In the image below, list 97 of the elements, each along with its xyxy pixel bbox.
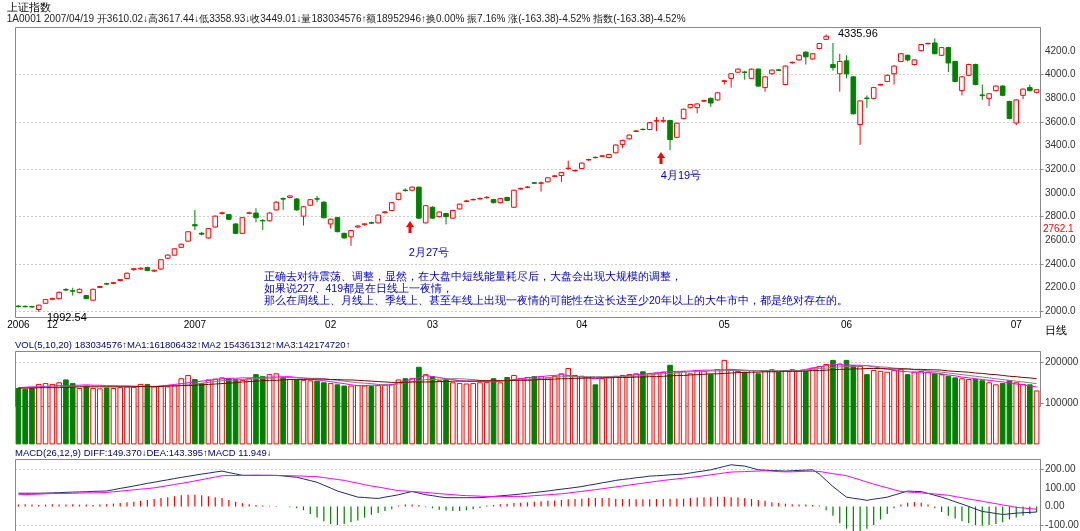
y-tick-label: 200000 — [1045, 356, 1079, 368]
bar — [775, 372, 782, 445]
y-tick-label: 2800.0 — [1045, 210, 1077, 222]
candlestick — [348, 229, 354, 247]
candlestick — [830, 42, 836, 72]
bar — [436, 380, 443, 445]
candlestick — [843, 54, 850, 79]
y-tick-label: 3200.0 — [1045, 163, 1077, 175]
bar — [327, 383, 334, 445]
candlestick — [1013, 98, 1020, 126]
candlestick — [891, 64, 897, 86]
bar — [803, 370, 809, 445]
bar — [497, 382, 504, 445]
candlestick — [857, 100, 863, 146]
x-tick-label: 03 — [426, 318, 439, 330]
bar — [1027, 384, 1033, 445]
y-tick-label: 100000 — [1045, 397, 1079, 409]
bar — [402, 378, 409, 445]
bar — [938, 374, 945, 445]
annotation: 如果说227、419都是在日线上一夜情， — [264, 282, 454, 294]
y-tick-label: 4200.0 — [1045, 44, 1077, 56]
bar — [707, 374, 714, 445]
bar — [667, 364, 673, 445]
candlestick — [422, 204, 429, 224]
candlestick — [755, 67, 762, 88]
y-tick-label: 200.00 — [1045, 463, 1077, 475]
bar — [416, 366, 422, 445]
bar — [103, 387, 110, 445]
bar — [531, 376, 538, 445]
x-tick-label: 02 — [325, 318, 337, 330]
candlestick — [253, 207, 259, 223]
bar — [864, 374, 870, 445]
chart-subtitle: 1A0001 2007/04/19 开3610.02↓高3617.44↓低3358.93↓收3449.01↓量183034576↑额18952946↑换0.00% 振7.16% 涨(-163.38)-4.52% 指数(-163.38)-4.52% — [6, 13, 686, 24]
bar — [504, 376, 510, 445]
candlestick — [280, 196, 286, 211]
y-tick-label: 2600.0 — [1045, 234, 1077, 246]
bar — [592, 384, 599, 445]
candlestick — [667, 119, 673, 151]
bar — [422, 374, 429, 445]
annotation: 4月19号 — [660, 169, 702, 181]
bar — [76, 387, 83, 445]
y-tick-label: 0.00 — [1045, 500, 1065, 512]
bar — [1033, 390, 1040, 445]
x-tick-label: 05 — [718, 318, 731, 330]
bar — [836, 363, 843, 445]
candlestick — [959, 75, 965, 96]
bar — [368, 385, 375, 445]
bar — [409, 378, 415, 445]
bar — [931, 373, 938, 445]
text: 2762.1 — [1043, 223, 1075, 234]
y-tick-label: 3800.0 — [1045, 92, 1077, 104]
candlestick — [986, 92, 992, 107]
text: 日线 — [1045, 324, 1067, 336]
bar — [904, 374, 911, 445]
candlestick — [836, 53, 843, 93]
x-tick-label: 06 — [840, 318, 853, 330]
bar — [293, 379, 300, 445]
bar — [280, 376, 286, 445]
bar — [144, 383, 151, 445]
x-tick-label: 2006 — [7, 318, 30, 330]
bar — [755, 373, 762, 445]
bar — [490, 378, 497, 445]
chart-title: MACD(26,12,9) DIFF:149.370↓DEA:143.395↑MACD 11.949↓ — [15, 446, 272, 458]
candlestick — [925, 42, 931, 46]
chart-title: VOL(5,10,20) 183034576↑MA1:161806432↑MA2 154361312↑MA3:142174720↑ — [15, 338, 351, 350]
candlestick — [443, 212, 449, 225]
y-tick-label: 2400.0 — [1045, 257, 1077, 269]
annotation: 2月27号 — [408, 246, 450, 258]
y-tick-label: 3600.0 — [1045, 115, 1077, 127]
bar — [287, 379, 293, 445]
y-tick-label: 2000.0 — [1045, 305, 1077, 317]
x-tick-label: 04 — [576, 318, 588, 330]
bar — [83, 385, 90, 445]
bar — [857, 365, 863, 445]
annotation: 正确去对待震荡、调整，显然，在大盘中短线能量耗尽后，大盘会出现大规模的调整， — [264, 270, 682, 282]
annotation: 那么在周线上、月线上、季线上、甚至年线上出现一夜情的可能性在这长达至少20年以上的大牛市中，都是绝对存在的。 — [264, 294, 848, 306]
candlestick — [192, 209, 198, 231]
bar — [741, 371, 748, 445]
y-tick-label: 100.00 — [1045, 481, 1077, 493]
x-tick-label: 07 — [1010, 318, 1023, 330]
y-tick-label: 3000.0 — [1045, 186, 1077, 198]
candlestick — [314, 195, 320, 203]
y-tick-label: 2200.0 — [1045, 281, 1077, 293]
candlestick — [864, 94, 870, 109]
bar — [830, 359, 836, 445]
chart-title: 上证指数 — [6, 1, 51, 13]
line-series — [17, 464, 1038, 515]
candlestick — [728, 72, 734, 89]
annotation: 4335.96 — [838, 27, 878, 39]
line-series — [17, 470, 1038, 510]
x-tick-label: 2007 — [183, 318, 207, 330]
bar — [640, 371, 646, 445]
bar — [443, 379, 449, 445]
y-tick-label: -100.00 — [1045, 519, 1080, 531]
candlestick — [538, 181, 544, 193]
y-tick-label: 4000.0 — [1045, 68, 1077, 80]
y-tick-label: 3400.0 — [1045, 139, 1077, 151]
